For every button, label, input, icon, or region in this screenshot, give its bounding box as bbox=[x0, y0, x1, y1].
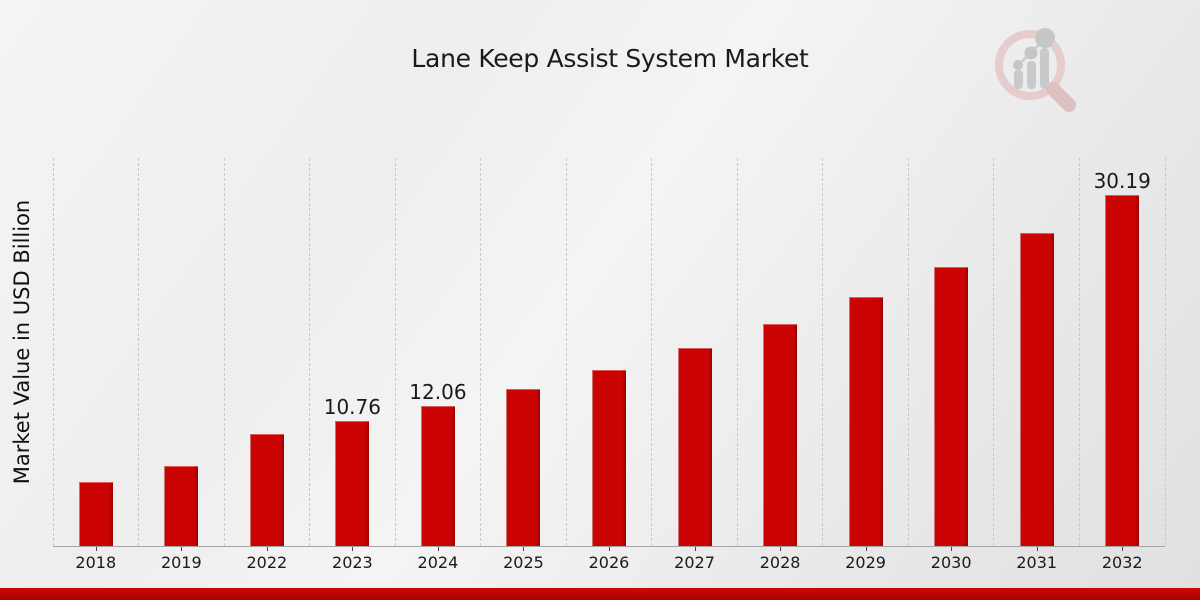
x-axis-label-2032: 2032 bbox=[1101, 553, 1143, 572]
x-axis-tick bbox=[1036, 547, 1038, 551]
bar-2019 bbox=[164, 466, 199, 546]
x-axis-tick bbox=[181, 547, 183, 551]
x-axis-tick bbox=[523, 547, 525, 551]
x-axis-tick bbox=[1122, 547, 1124, 551]
bar-2027 bbox=[677, 348, 712, 546]
x-axis-tick bbox=[609, 547, 610, 551]
gridline bbox=[736, 158, 738, 546]
x-axis-tick bbox=[780, 547, 782, 551]
bar-2026 bbox=[592, 370, 626, 546]
x-axis-tick bbox=[951, 547, 953, 551]
bar-2022 bbox=[249, 434, 284, 546]
x-axis-tick bbox=[352, 547, 354, 551]
bar-chart-magnifier-watermark-icon bbox=[995, 28, 1076, 112]
gridline bbox=[993, 158, 995, 546]
bar-value-label: 12.06 bbox=[409, 380, 467, 404]
x-axis-label-2023: 2023 bbox=[332, 553, 373, 572]
bar-2023 bbox=[335, 421, 370, 546]
bar-2025 bbox=[506, 389, 541, 546]
plot-area: 2018 2019 2022 10.76 2023 12.06 2024 2025 2026 20… bbox=[52, 158, 1166, 572]
gridline bbox=[223, 158, 225, 546]
x-axis-label-2022: 2022 bbox=[246, 553, 288, 572]
y-axis-title: Market Value in USD Billion bbox=[10, 199, 34, 485]
bar-2030 bbox=[934, 267, 969, 546]
x-axis-label-2026: 2026 bbox=[588, 553, 630, 572]
gridline bbox=[480, 158, 482, 546]
gridline bbox=[138, 158, 140, 546]
gridline bbox=[1078, 158, 1080, 546]
bar-value-label: 30.19 bbox=[1093, 169, 1151, 193]
gridline bbox=[565, 158, 567, 546]
bar-2031 bbox=[1019, 233, 1054, 546]
gridline bbox=[52, 158, 54, 546]
bar-2018 bbox=[78, 482, 113, 546]
x-axis-label-2030: 2030 bbox=[930, 553, 972, 572]
gridline bbox=[394, 158, 396, 546]
x-axis-label-2018: 2018 bbox=[75, 553, 117, 572]
x-axis-tick bbox=[95, 547, 97, 551]
chart-title: Lane Keep Assist System Market bbox=[411, 44, 809, 73]
bar-2024 bbox=[420, 406, 455, 546]
bottom-accent-strip bbox=[0, 588, 1200, 600]
x-axis-tick bbox=[694, 547, 696, 551]
gridline bbox=[907, 158, 909, 546]
bar-value-label: 10.76 bbox=[323, 395, 381, 419]
bar-2032 bbox=[1105, 195, 1140, 546]
x-axis-label-2024: 2024 bbox=[417, 553, 459, 572]
gridline bbox=[822, 158, 824, 546]
x-axis-label-2028: 2028 bbox=[759, 553, 801, 572]
x-axis-label-2031: 2031 bbox=[1016, 553, 1058, 572]
x-axis-label-2025: 2025 bbox=[503, 553, 544, 572]
x-axis-label-2029: 2029 bbox=[845, 553, 886, 572]
bar-2028 bbox=[763, 324, 798, 546]
gridline bbox=[309, 158, 311, 546]
gridline bbox=[651, 158, 653, 546]
x-axis-tick bbox=[865, 547, 867, 551]
x-axis-label-2027: 2027 bbox=[674, 553, 715, 572]
gridline bbox=[1164, 158, 1166, 546]
x-axis-tick bbox=[266, 547, 268, 551]
bar-2029 bbox=[848, 297, 883, 546]
x-axis-tick bbox=[437, 547, 439, 551]
x-axis-label-2019: 2019 bbox=[160, 553, 202, 572]
